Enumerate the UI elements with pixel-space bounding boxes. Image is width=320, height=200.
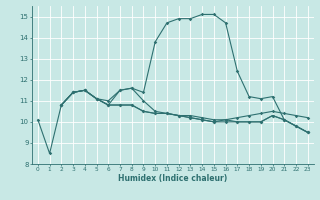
X-axis label: Humidex (Indice chaleur): Humidex (Indice chaleur) xyxy=(118,174,228,183)
